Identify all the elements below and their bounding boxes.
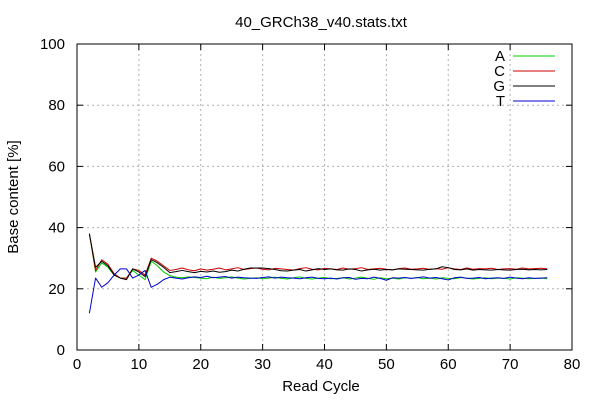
series-line-g — [88, 233, 548, 281]
legend-label-a: A — [495, 48, 505, 65]
x-tick-label: 80 — [564, 356, 581, 373]
series-lines — [88, 233, 548, 314]
legend-label-t: T — [496, 93, 505, 110]
x-tick-label: 70 — [502, 356, 519, 373]
x-tick-label: 0 — [73, 356, 81, 373]
x-axis-title: Read Cycle — [282, 378, 360, 395]
y-tick-label: 60 — [48, 158, 65, 175]
x-tick-label: 30 — [254, 356, 271, 373]
y-tick-label: 0 — [57, 342, 65, 359]
x-tick-label: 20 — [192, 356, 209, 373]
series-line-t — [88, 268, 548, 314]
grid — [77, 44, 572, 350]
x-tick-label: 40 — [316, 356, 333, 373]
series-line-c — [88, 233, 548, 279]
x-tick-label: 50 — [378, 356, 395, 373]
y-tick-label: 100 — [40, 36, 65, 53]
chart-title: 40_GRCh38_v40.stats.txt — [235, 14, 408, 31]
y-tick-label: 40 — [48, 220, 65, 237]
legend-label-c: C — [494, 63, 505, 80]
y-axis-title: Base content [%] — [5, 140, 22, 253]
y-tick-label: 20 — [48, 281, 65, 298]
x-tick-label: 60 — [440, 356, 457, 373]
x-tick-label: 10 — [131, 356, 148, 373]
axis-ticks: 0 10 20 30 40 50 60 70 80 0 20 40 60 80 100 — [40, 36, 580, 373]
series-line-a — [88, 233, 548, 281]
y-tick-label: 80 — [48, 97, 65, 114]
legend-label-g: G — [493, 78, 505, 95]
